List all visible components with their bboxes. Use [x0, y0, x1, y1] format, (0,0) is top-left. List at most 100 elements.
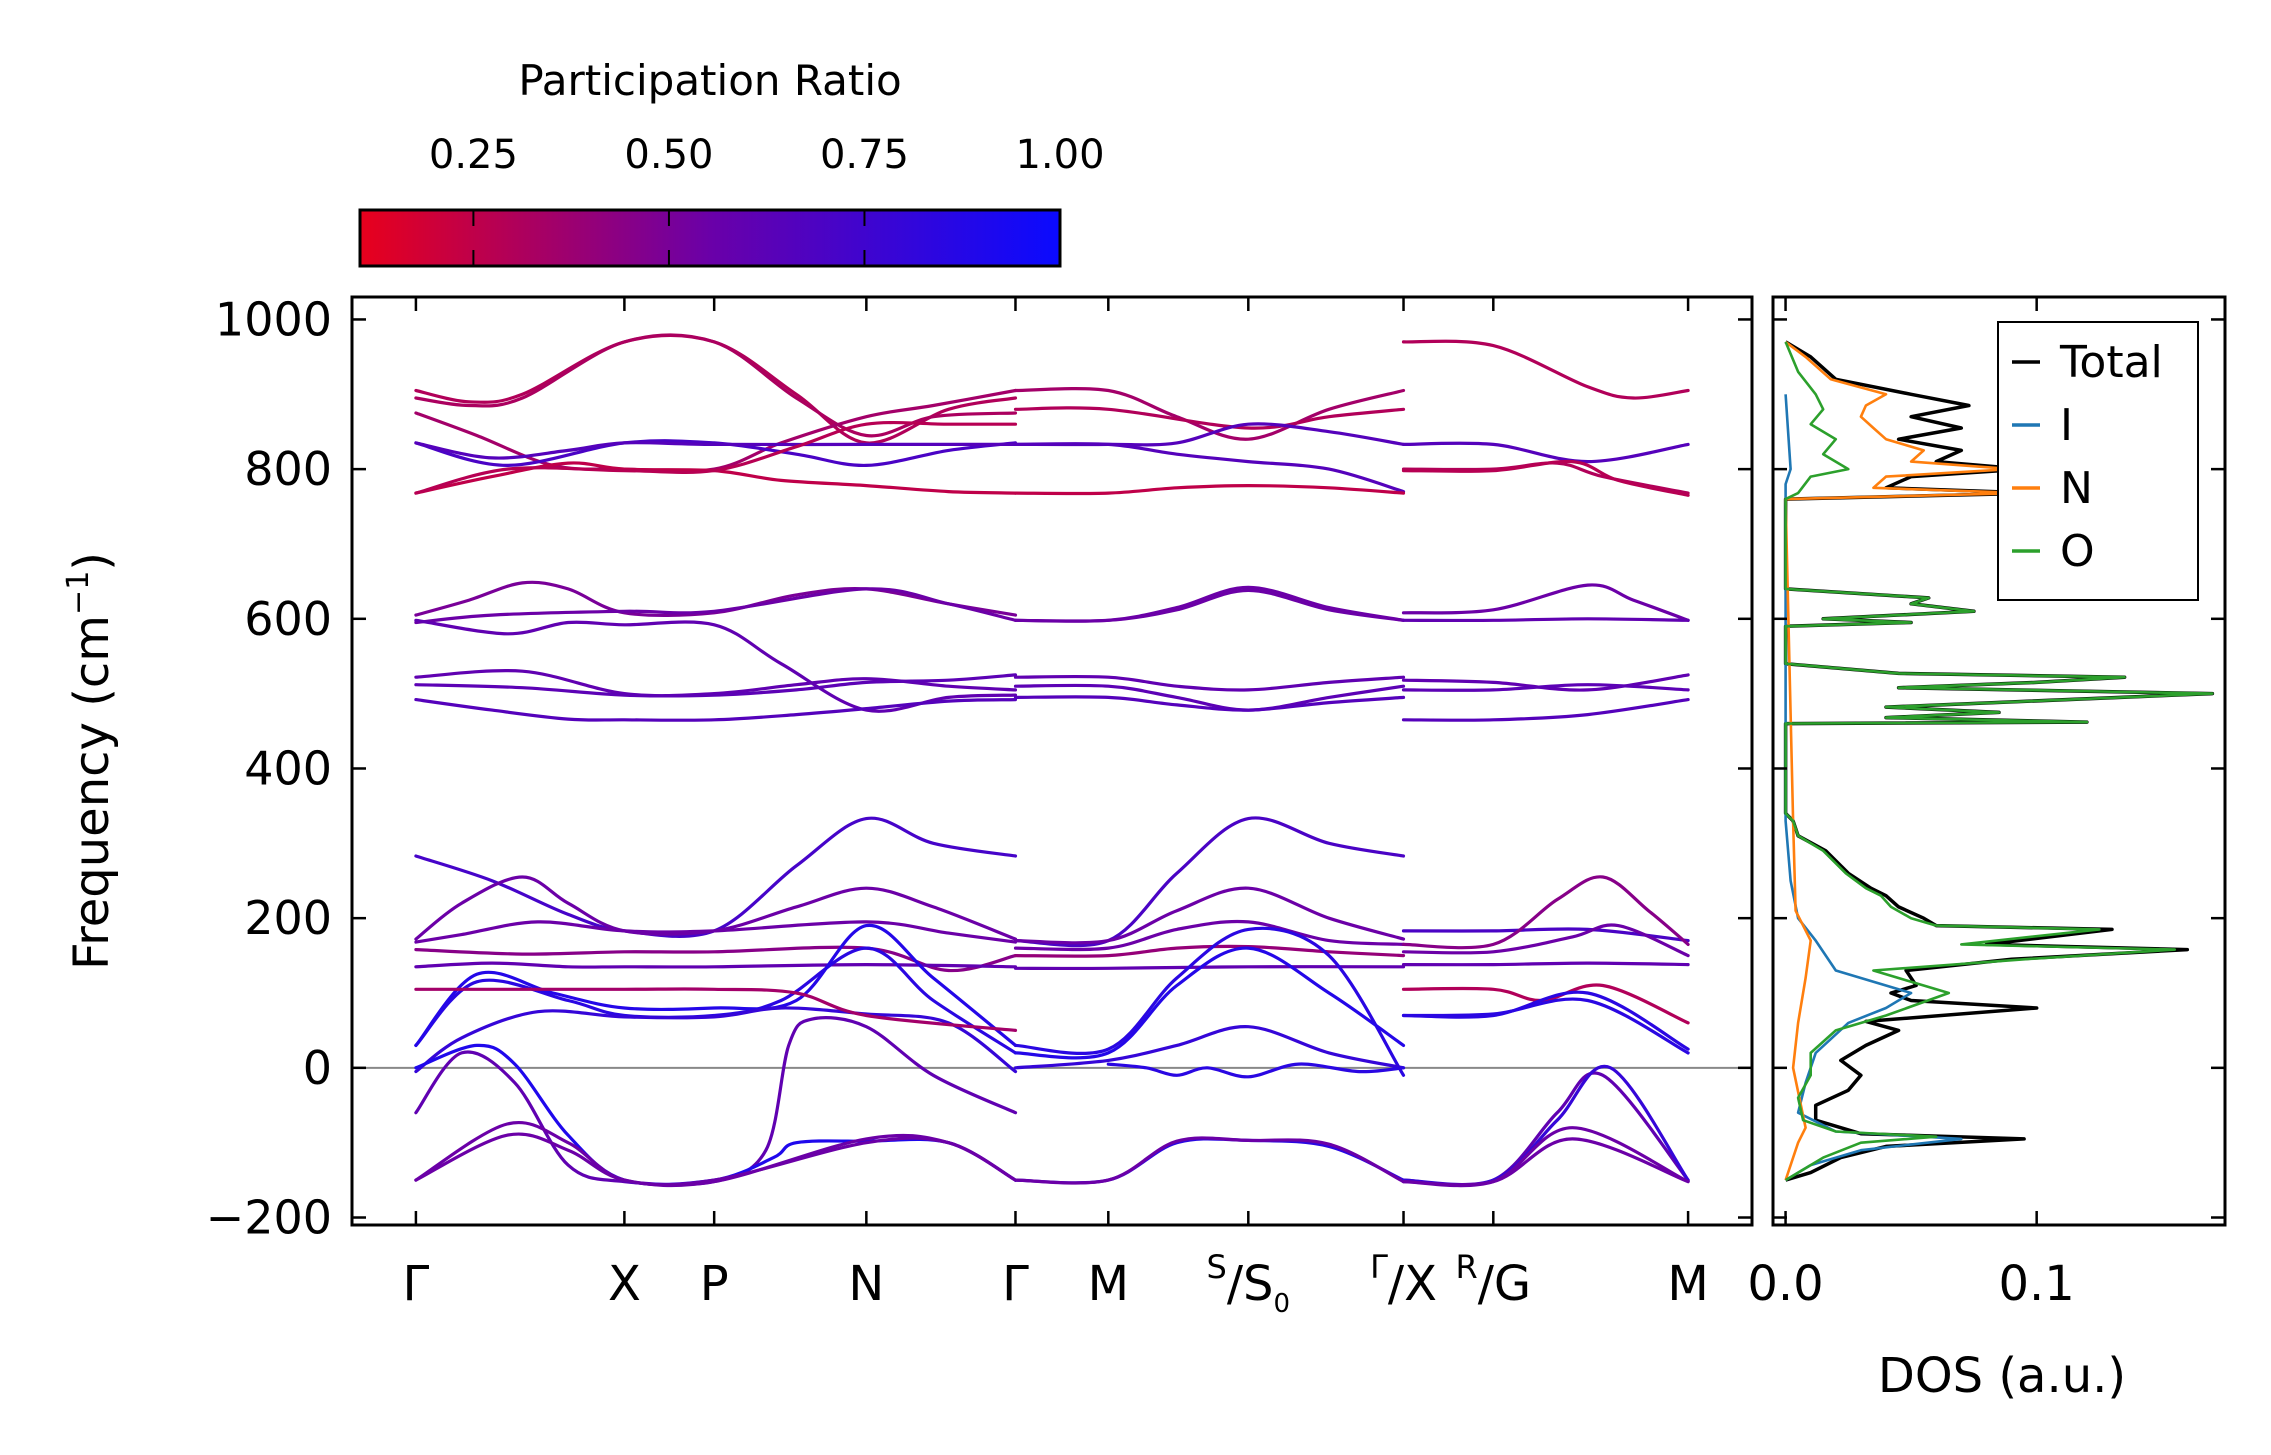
phonon-band-line: [414, 875, 1018, 941]
dos-x-tick-label: 0.1: [1998, 1256, 2074, 1312]
phonon-band-line: [1401, 441, 1690, 464]
x-tick-label: Γ/X: [1370, 1248, 1437, 1312]
phonon-band-line: [1013, 816, 1406, 948]
phonon-band-line: [1013, 406, 1406, 430]
colorbar-title: Participation Ratio: [518, 56, 901, 105]
x-tick-label: S/S0: [1207, 1248, 1291, 1319]
colorbar-tick-label: 0.50: [624, 132, 713, 178]
y-tick-label: 400: [244, 741, 332, 795]
phonon-band-line: [1401, 923, 1690, 958]
x-tick-label: Γ: [1002, 1256, 1029, 1312]
colorbar: Participation Ratio 0.25 0.50 0.75 1.00: [358, 56, 1105, 268]
x-tick-label: M: [1667, 1256, 1708, 1312]
phonon-band-line: [1401, 683, 1690, 692]
phonon-band-line: [1013, 588, 1406, 623]
legend-label: I: [2060, 400, 2073, 451]
phonon-band-line: [1013, 1025, 1406, 1070]
phonon-band-line: [414, 669, 1018, 698]
legend-frame: [1997, 321, 2199, 601]
colorbar-gradient: [358, 208, 1062, 268]
phonon-band-line: [414, 333, 1018, 445]
phonon-band-line: [1013, 1136, 1406, 1185]
phonon-band-line: [414, 1121, 1018, 1187]
phonon-band-line: [1013, 1137, 1406, 1185]
phonon-band-line: [414, 420, 1018, 495]
y-tick-label: 800: [244, 442, 332, 496]
phonon-band-line: [1106, 1062, 1406, 1079]
legend-label: Total: [2059, 337, 2163, 388]
phonon-band-line: [1401, 461, 1690, 495]
phonon-band-line: [414, 698, 1018, 722]
phonon-band-line: [1401, 617, 1690, 623]
x-tick-label: M: [1088, 1256, 1129, 1312]
phonon-band-line: [1401, 459, 1690, 497]
phonon-band-line: [414, 987, 1018, 1032]
phonon-band-line: [1013, 926, 1406, 1077]
phonon-band-line: [414, 587, 1018, 625]
phonon-band-line: [1401, 583, 1690, 622]
phonon-band-line: [1013, 422, 1406, 447]
phonon-band-line: [414, 1043, 1018, 1187]
x-tick-label: N: [848, 1256, 884, 1312]
phonon-band-line: [1013, 484, 1406, 496]
dos-curve-i: [1784, 394, 1963, 1182]
phonon-band-line: [414, 816, 1018, 938]
x-tick-label: Γ: [403, 1256, 430, 1312]
phonon-band-line: [1013, 683, 1406, 712]
phonon-band-line: [1401, 1071, 1690, 1187]
dos-panel: 0.0 0.1 DOS (a.u.) Total INO: [1747, 295, 2227, 1404]
dos-curve-n: [1784, 340, 2026, 1181]
legend-label: N: [2060, 463, 2093, 514]
y-tick-label: 1000: [215, 292, 332, 346]
dos-plot-frame: [1771, 295, 2227, 1227]
phonon-band-line: [414, 673, 1018, 698]
phonon-band-line: [1401, 997, 1690, 1055]
phonon-band-line: [1013, 886, 1406, 945]
phonon-band-line: [1013, 674, 1406, 692]
x-tick-label: X: [608, 1256, 641, 1312]
phonon-band-line: [1401, 1126, 1690, 1188]
dos-curve-o: [1784, 341, 2214, 1182]
phonon-band-line: [1013, 946, 1406, 1060]
phonon-band-line: [1401, 875, 1690, 950]
legend-label: O: [2060, 526, 2095, 577]
phonon-band-line: [414, 945, 1018, 973]
phonon-band-line: [1013, 695, 1406, 712]
band-plot-frame: [350, 295, 1754, 1227]
phonon-band-line: [414, 439, 1018, 468]
dos-curves: [1783, 340, 2215, 1182]
phonon-band-line: [1013, 919, 1406, 952]
phonon-band-line: [1401, 961, 1690, 967]
phonon-band-line: [1013, 965, 1406, 971]
colorbar-tick-label: 0.75: [820, 132, 909, 178]
phonon-band-line: [414, 1006, 1018, 1074]
phonon-band-line: [414, 618, 1018, 713]
phonon-band-line: [1401, 1137, 1690, 1187]
phonon-bands: [414, 333, 1690, 1188]
x-tick-label: R/G: [1455, 1248, 1531, 1312]
dos-legend: Total INO: [1997, 321, 2199, 601]
colorbar-tick-label: 1.00: [1015, 132, 1104, 178]
phonon-band-line: [414, 920, 1018, 944]
phonon-band-line: [414, 1132, 1018, 1188]
phonon-band-line: [1013, 585, 1406, 623]
phonon-band-line: [414, 441, 1018, 460]
phonon-band-line: [1401, 698, 1690, 722]
y-tick-label: −200: [206, 1191, 332, 1245]
phonon-band-line: [1013, 944, 1406, 958]
y-tick-label: 600: [244, 592, 332, 646]
x-tick-label: P: [700, 1256, 729, 1312]
phonon-band-line: [414, 961, 1018, 969]
dos-x-axis-label: DOS (a.u.): [1878, 1348, 2126, 1404]
y-tick-label: 0: [303, 1041, 332, 1095]
phonon-band-line: [414, 923, 1018, 1047]
phonon-band-line: [1013, 442, 1406, 494]
phonon-band-line: [414, 1016, 1018, 1187]
dos-x-tick-label: 0.0: [1747, 1256, 1823, 1312]
phonon-band-line: [1401, 339, 1690, 400]
phonon-band-line: [414, 580, 1018, 618]
y-axis-label: Frequency (cm−1): [61, 552, 120, 970]
colorbar-tick-label: 0.25: [429, 132, 518, 178]
